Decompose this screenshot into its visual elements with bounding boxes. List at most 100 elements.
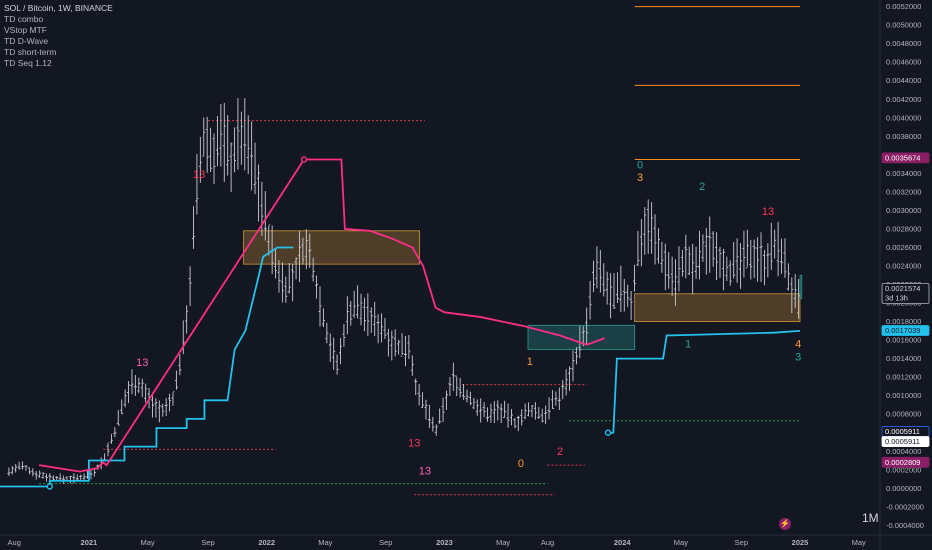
- price-bar: [571, 350, 575, 382]
- price-bar: [410, 355, 414, 376]
- indicator-td-short-term[interactable]: TD short-term: [4, 47, 57, 57]
- price-tag-value: 0.0021574: [885, 284, 920, 293]
- price-bar: [263, 191, 267, 241]
- price-bar: [752, 239, 756, 279]
- x-tick-label: Sep: [201, 538, 214, 547]
- price-bar: [192, 206, 196, 249]
- price-bar: [783, 238, 787, 278]
- td-count-label: 3: [637, 172, 643, 184]
- x-tick-label: 2024: [614, 538, 632, 547]
- price-bar: [328, 333, 332, 362]
- price-bar: [639, 219, 643, 267]
- price-bar: [236, 98, 240, 170]
- price-bar: [427, 404, 431, 429]
- price-bar: [759, 232, 763, 283]
- price-bar: [564, 369, 568, 396]
- td-count-label: 13: [762, 206, 774, 218]
- price-bar: [339, 337, 343, 365]
- price-tag-box: [881, 456, 930, 468]
- price-bar: [694, 246, 698, 279]
- vstop-cyan-line: [0, 246, 294, 488]
- y-tick-label: 0.0018000: [886, 317, 921, 326]
- price-bar: [137, 377, 141, 394]
- price-bar: [315, 275, 319, 299]
- price-bar: [198, 137, 202, 183]
- price-tag: 0.0002809: [881, 456, 930, 468]
- price-bar: [359, 293, 363, 326]
- y-tick-label: 0.0044000: [886, 76, 921, 85]
- price-bar: [400, 333, 404, 357]
- price-bar: [31, 468, 35, 477]
- price-tag-box: [881, 152, 930, 164]
- x-tick-label: May: [852, 538, 866, 547]
- price-bar: [239, 111, 243, 165]
- price-bar: [301, 237, 305, 265]
- price-bar: [212, 133, 216, 185]
- interval-label[interactable]: 1M: [862, 511, 879, 525]
- zone-3: [799, 274, 803, 299]
- price-bar: [468, 391, 472, 406]
- price-tag-value: 0.0035674: [885, 153, 920, 162]
- price-bar: [318, 286, 322, 327]
- y-tick-label: 0.0050000: [886, 21, 921, 30]
- price-bar: [715, 232, 719, 280]
- price-bar: [444, 390, 448, 410]
- y-tick-label: 0.0052000: [886, 2, 921, 11]
- y-tick-label: 0.0002000: [886, 465, 921, 474]
- y-tick-label: 0.0026000: [886, 243, 921, 252]
- td-count-label: 13: [193, 169, 205, 181]
- price-bar: [120, 399, 124, 415]
- price-bar: [499, 403, 503, 424]
- price-bar: [701, 234, 705, 262]
- indicator-vstop-mtf[interactable]: VStop MTF: [4, 25, 47, 35]
- x-tick-label: Aug: [8, 538, 21, 547]
- indicator-td-seq[interactable]: TD Seq 1.12: [4, 58, 52, 68]
- price-bar: [574, 347, 578, 365]
- td-count-label: 0: [518, 458, 524, 470]
- price-bar: [680, 249, 684, 277]
- price-bar: [615, 272, 619, 304]
- price-bar: [530, 404, 534, 418]
- price-bar: [17, 461, 21, 470]
- indicator-td-combo[interactable]: TD combo: [4, 14, 44, 24]
- y-tick-label: 0.0014000: [886, 354, 921, 363]
- price-bar: [503, 400, 507, 418]
- price-bar: [554, 391, 558, 406]
- y-tick-label: 0.0034000: [886, 169, 921, 178]
- y-tick-label: 0.0004000: [886, 447, 921, 456]
- td-count-label: 13: [408, 438, 420, 450]
- td-count-label: 2: [557, 446, 563, 458]
- price-bar: [646, 199, 650, 254]
- price-bar: [704, 227, 708, 275]
- price-bar: [332, 337, 336, 370]
- price-bar: [209, 127, 213, 172]
- y-tick-label: 0.0030000: [886, 206, 921, 215]
- price-bar: [595, 246, 599, 289]
- price-bar: [369, 307, 373, 333]
- horizontal-levels: [39, 6, 800, 496]
- price-bar: [650, 201, 654, 254]
- price-bar: [386, 328, 390, 357]
- price-bar: [721, 248, 725, 291]
- symbol-title[interactable]: SOL / Bitcoin, 1W, BINANCE: [4, 3, 113, 13]
- price-bar: [568, 366, 572, 391]
- price-bar: [205, 116, 209, 173]
- price-bar: [267, 224, 271, 256]
- lightning-icon[interactable]: ⚡: [779, 518, 791, 530]
- zone-2: [634, 293, 801, 322]
- price-bar: [123, 389, 127, 408]
- price-bar: [325, 322, 329, 344]
- price-bar: [7, 467, 11, 477]
- indicator-td-d-wave[interactable]: TD D-Wave: [4, 36, 49, 46]
- price-bar: [732, 242, 736, 279]
- td-count-label: 13: [419, 465, 431, 477]
- price-bar: [711, 231, 715, 267]
- price-bar: [739, 243, 743, 289]
- price-bar: [550, 390, 554, 409]
- price-bar: [544, 405, 548, 425]
- vstop-flip-marker: [300, 156, 308, 163]
- price-bar: [68, 475, 72, 484]
- price-bar: [274, 247, 278, 279]
